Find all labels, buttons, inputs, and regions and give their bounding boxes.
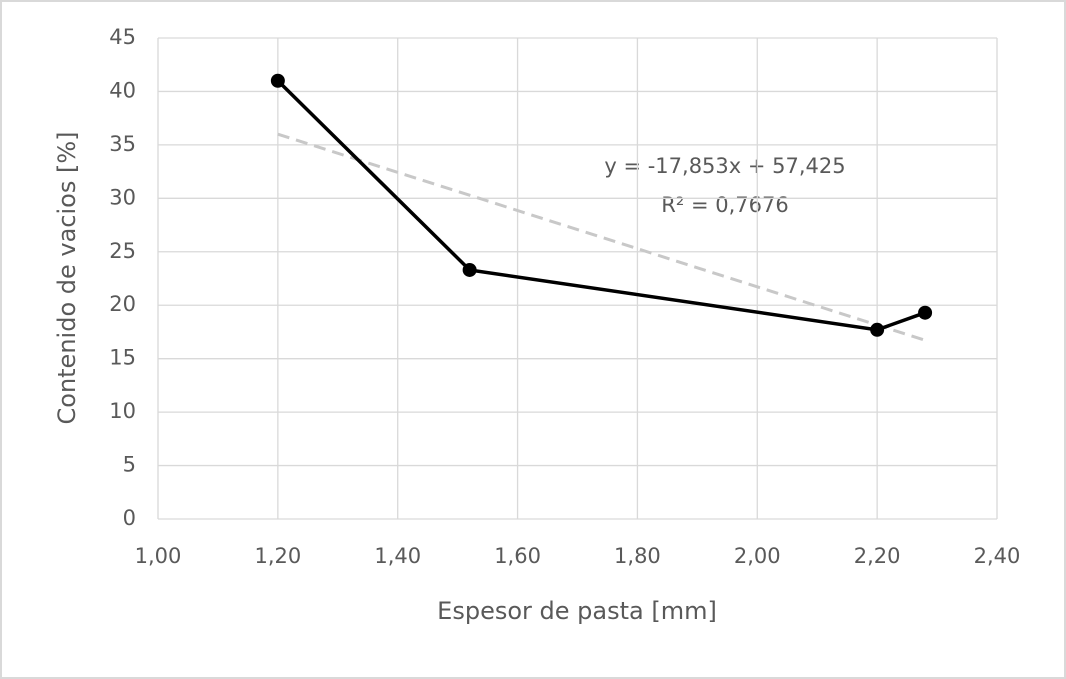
x-tick-label: 1,80 xyxy=(614,544,661,568)
data-point xyxy=(462,262,477,277)
y-axis-label: Contenido de vacios [%] xyxy=(53,131,81,424)
x-tick-label: 1,60 xyxy=(494,544,541,568)
x-tick-label: 2,20 xyxy=(854,544,901,568)
y-tick-label: 15 xyxy=(109,346,136,370)
y-tick-label: 45 xyxy=(109,25,136,49)
series-line xyxy=(276,79,926,332)
y-tick-label: 25 xyxy=(109,239,136,263)
trendline-r2: R² = 0,7676 xyxy=(661,193,788,217)
data-point xyxy=(870,322,885,337)
y-tick-label: 10 xyxy=(109,399,136,423)
x-tick-label: 2,40 xyxy=(974,544,1021,568)
trendline-equation: y = -17,853x + 57,425 xyxy=(604,154,845,178)
data-point xyxy=(918,305,933,320)
y-tick-label: 30 xyxy=(109,185,136,209)
y-tick-label: 20 xyxy=(109,292,136,316)
x-axis-label: Espesor de pasta [mm] xyxy=(437,597,717,625)
y-tick-label: 5 xyxy=(123,453,136,477)
x-tick-label: 1,00 xyxy=(135,544,182,568)
y-tick-label: 0 xyxy=(123,506,136,530)
data-point xyxy=(270,73,285,88)
x-tick-label: 1,40 xyxy=(374,544,421,568)
x-tick-label: 2,00 xyxy=(734,544,781,568)
y-tick-label: 35 xyxy=(109,132,136,156)
y-tick-label: 40 xyxy=(109,78,136,102)
x-tick-label: 1,20 xyxy=(254,544,301,568)
